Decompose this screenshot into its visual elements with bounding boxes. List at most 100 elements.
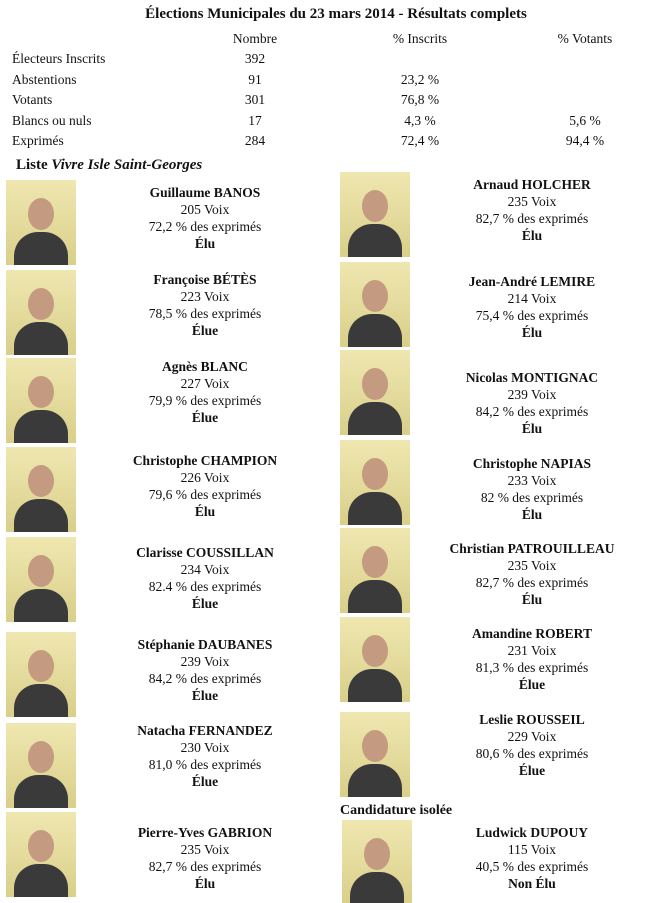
body-shape — [348, 402, 402, 435]
candidate-name: Stéphanie DAUBANES — [137, 637, 273, 652]
candidate-percent: 79,6 % des exprimés — [148, 487, 262, 502]
face-shape — [362, 730, 388, 762]
body-shape — [348, 492, 402, 525]
face-shape — [28, 741, 54, 773]
face-shape — [28, 830, 54, 862]
candidate-photo — [6, 447, 76, 532]
face-shape — [362, 280, 388, 312]
body-shape — [14, 684, 68, 717]
face-shape — [28, 376, 54, 408]
candidate-votes: 235 Voix — [507, 194, 557, 209]
candidate-status: Élu — [194, 236, 216, 251]
table-cell: 76,8 % — [400, 92, 440, 107]
candidate-votes: 205 Voix — [180, 202, 230, 217]
candidate-votes: 229 Voix — [507, 729, 557, 744]
candidate-percent: 82,7 % des exprimés — [475, 575, 589, 590]
row-label: Blancs ou nuls — [12, 112, 92, 128]
table-cell: 301 — [244, 92, 266, 107]
body-shape — [350, 872, 404, 903]
candidate-votes: 227 Voix — [180, 376, 230, 391]
candidate-photo — [340, 350, 410, 435]
face-shape — [28, 465, 54, 497]
list-name: Vivre Isle Saint-Georges — [51, 157, 203, 173]
body-shape — [14, 864, 68, 897]
candidate-info: Stéphanie DAUBANES 239 Voix 84,2 % des exp… — [95, 636, 315, 704]
face-shape — [362, 458, 388, 490]
candidate-name: Ludwick DUPOUY — [475, 825, 589, 840]
candidate-info: Christophe CHAMPION 226 Voix 79,6 % des ex… — [95, 452, 315, 520]
candidate-photo — [340, 172, 410, 257]
candidate-photo — [340, 528, 410, 613]
candidate-name: Nicolas MONTIGNAC — [465, 370, 599, 385]
table-cell: 392 — [244, 51, 266, 66]
table-cell: 23,2 % — [400, 71, 440, 87]
candidate-name: Christian PATROUILLEAU — [449, 541, 615, 556]
candidate-name: Agnès BLANC — [162, 359, 248, 374]
candidate-status: Élu — [521, 325, 543, 340]
candidate-info: Christian PATROUILLEAU 235 Voix 82,7 % des… — [422, 540, 642, 608]
candidate-photo — [6, 723, 76, 808]
candidate-info: Ludwick DUPOUY 115 Voix 40,5 % des exprimé… — [422, 824, 642, 892]
candidate-name: Natacha FERNANDEZ — [137, 723, 273, 738]
list-heading: Liste Vivre Isle Saint-Georges — [16, 157, 202, 174]
column-header: % Inscrits — [392, 31, 448, 46]
candidate-info: Leslie ROUSSEIL 229 Voix 80,6 % des exprim… — [422, 711, 642, 779]
candidate-photo — [6, 812, 76, 897]
table-cell: 91 — [248, 71, 262, 87]
candidate-name: Leslie ROUSSEIL — [479, 712, 585, 727]
candidate-info: Christophe NAPIAS 233 Voix 82 % des exprim… — [422, 455, 642, 523]
table-cell: 284 — [244, 133, 266, 148]
candidate-percent: 40,5 % des exprimés — [475, 859, 589, 874]
row-label: Exprimés — [12, 133, 64, 148]
candidate-votes: 231 Voix — [507, 643, 557, 658]
body-shape — [14, 589, 68, 622]
candidate-info: Guillaume BANOS 205 Voix 72,2 % des exprim… — [95, 184, 315, 252]
face-shape — [28, 555, 54, 587]
candidate-votes: 214 Voix — [507, 291, 557, 306]
body-shape — [348, 314, 402, 347]
candidate-info: Arnaud HOLCHER 235 Voix 82,7 % des exprimé… — [422, 176, 642, 244]
candidate-votes: 230 Voix — [180, 740, 230, 755]
candidate-name: Jean-André LEMIRE — [468, 274, 596, 289]
row-label: Électeurs Inscrits — [12, 51, 106, 66]
candidate-photo — [6, 180, 76, 265]
candidate-percent: 80,6 % des exprimés — [475, 746, 589, 761]
candidate-percent: 84,2 % des exprimés — [475, 404, 589, 419]
candidate-status: Élue — [191, 410, 219, 425]
body-shape — [348, 764, 402, 797]
candidate-percent: 81,3 % des exprimés — [475, 660, 589, 675]
body-shape — [348, 580, 402, 613]
candidate-status: Élue — [191, 596, 219, 611]
body-shape — [348, 669, 402, 702]
candidate-name: Françoise BÉTÈS — [153, 272, 257, 287]
candidate-status: Élu — [521, 421, 543, 436]
candidate-percent: 75,4 % des exprimés — [475, 308, 589, 323]
body-shape — [14, 322, 68, 355]
table-cell: 94,4 % — [565, 133, 605, 148]
candidate-percent: 78,5 % des exprimés — [148, 306, 262, 321]
candidate-status: Élue — [191, 688, 219, 703]
body-shape — [14, 499, 68, 532]
candidate-info: Jean-André LEMIRE 214 Voix 75,4 % des expr… — [422, 273, 642, 341]
face-shape — [362, 190, 388, 222]
candidate-info: Françoise BÉTÈS 223 Voix 78,5 % des exprim… — [95, 271, 315, 339]
candidate-photo — [340, 712, 410, 797]
candidate-percent: 79,9 % des exprimés — [148, 393, 262, 408]
candidate-percent: 82,7 % des exprimés — [475, 211, 589, 226]
candidate-percent: 82 % des exprimés — [480, 490, 584, 505]
face-shape — [362, 368, 388, 400]
candidate-percent: 84,2 % des exprimés — [148, 671, 262, 686]
candidate-votes: 239 Voix — [180, 654, 230, 669]
candidate-votes: 233 Voix — [507, 473, 557, 488]
candidate-status: Élu — [521, 507, 543, 522]
page-title: Élections Municipales du 23 mars 2014 - … — [145, 6, 527, 22]
candidate-name: Pierre-Yves GABRION — [137, 825, 273, 840]
candidate-name: Arnaud HOLCHER — [473, 177, 591, 192]
table-cell: 17 — [248, 112, 262, 128]
candidate-info: Natacha FERNANDEZ 230 Voix 81,0 % des expr… — [95, 722, 315, 790]
candidate-photo — [340, 617, 410, 702]
body-shape — [348, 224, 402, 257]
candidate-photo — [342, 820, 412, 903]
candidate-info: Pierre-Yves GABRION 235 Voix 82,7 % des ex… — [95, 824, 315, 892]
